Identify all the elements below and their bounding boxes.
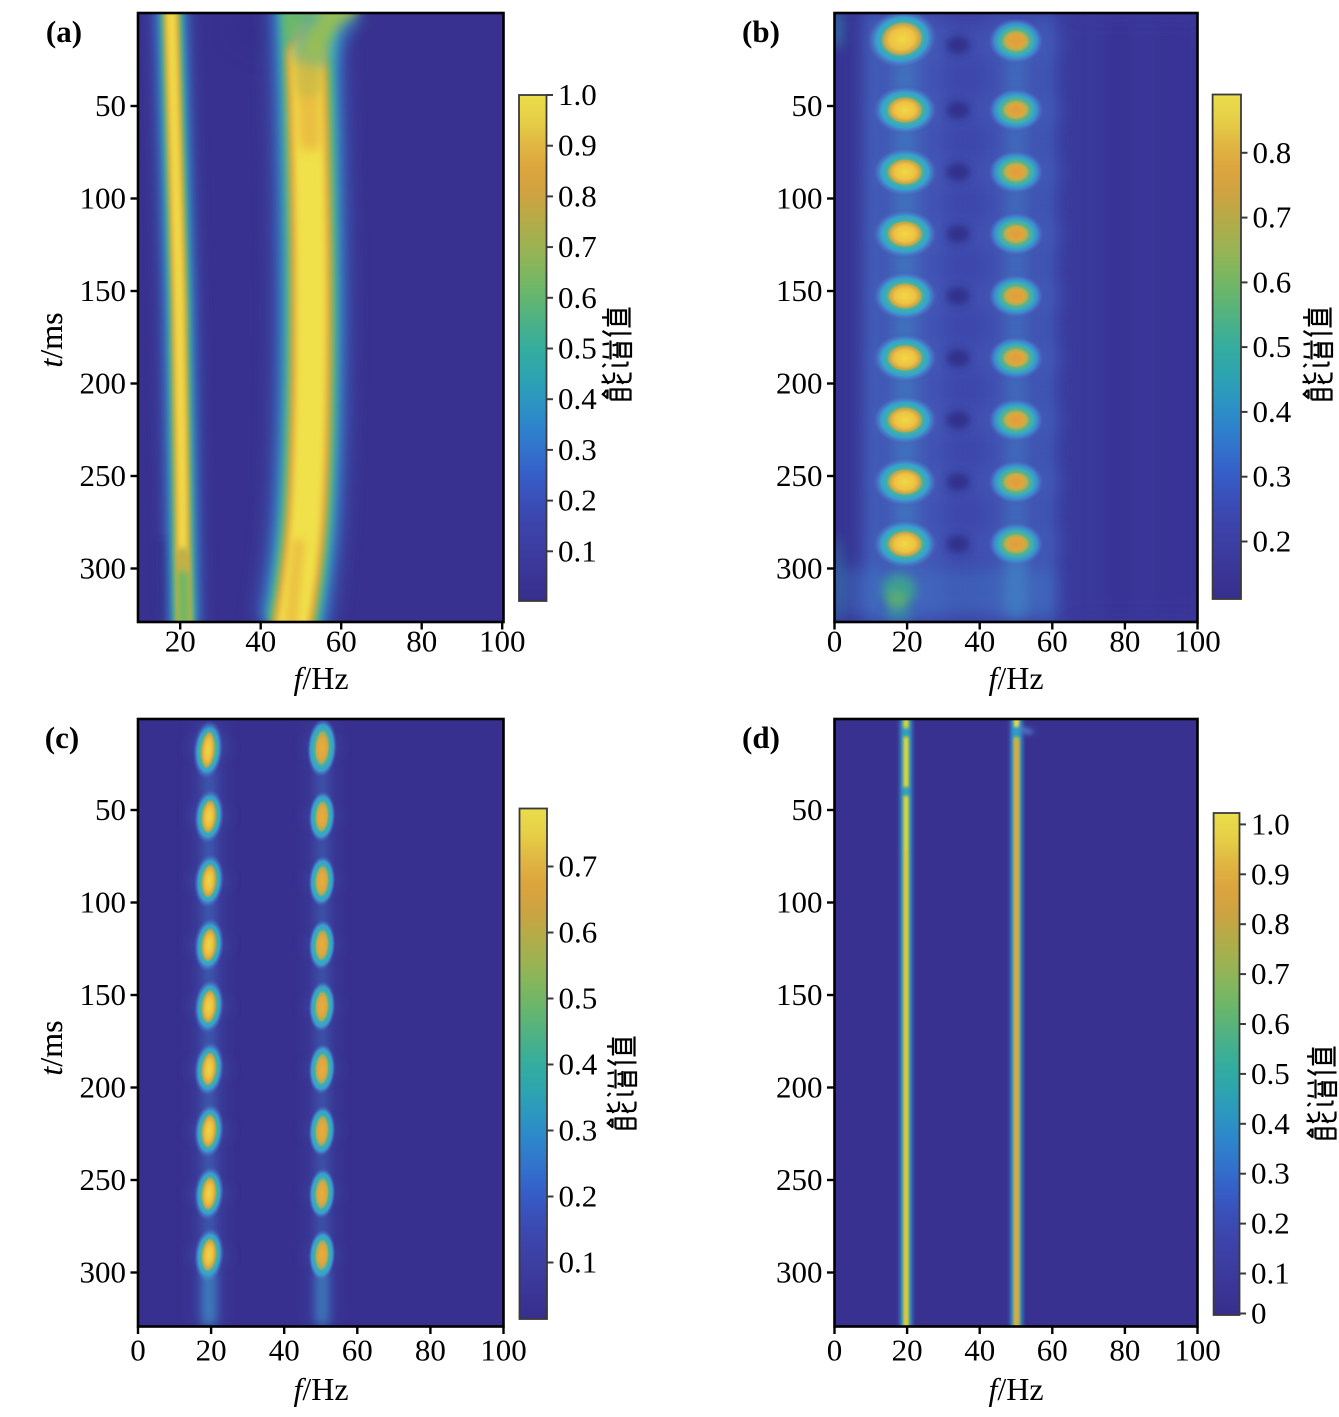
svg-text:0: 0 [130, 1333, 146, 1368]
svg-text:100: 100 [776, 885, 823, 920]
svg-text:0.7: 0.7 [1251, 956, 1290, 991]
svg-text:80: 80 [406, 624, 437, 659]
svg-text:0.2: 0.2 [559, 1179, 598, 1214]
svg-text:0.3: 0.3 [559, 1113, 598, 1148]
svg-text:t/ms: t/ms [33, 312, 69, 367]
svg-text:200: 200 [776, 366, 823, 401]
svg-text:40: 40 [964, 1333, 995, 1368]
svg-text:250: 250 [80, 458, 127, 493]
svg-text:0.4: 0.4 [1251, 1106, 1290, 1141]
svg-text:f/Hz: f/Hz [293, 660, 348, 696]
svg-text:0.2: 0.2 [558, 483, 597, 518]
svg-text:200: 200 [80, 1070, 127, 1105]
svg-text:0: 0 [827, 624, 843, 659]
svg-text:40: 40 [269, 1333, 300, 1368]
svg-text:0.7: 0.7 [1253, 200, 1292, 235]
svg-text:50: 50 [792, 792, 823, 827]
svg-text:(d): (d) [742, 720, 780, 755]
svg-text:0.6: 0.6 [1253, 264, 1292, 299]
svg-text:300: 300 [776, 551, 823, 586]
svg-text:100: 100 [1174, 624, 1221, 659]
svg-text:40: 40 [964, 624, 995, 659]
svg-text:300: 300 [776, 1255, 823, 1290]
svg-text:250: 250 [776, 458, 823, 493]
svg-text:50: 50 [792, 88, 823, 123]
svg-text:f/Hz: f/Hz [988, 1371, 1043, 1407]
svg-text:250: 250 [776, 1162, 823, 1197]
svg-text:50: 50 [95, 792, 126, 827]
svg-text:80: 80 [1109, 624, 1140, 659]
svg-text:0.2: 0.2 [1253, 524, 1292, 559]
svg-text:100: 100 [776, 181, 823, 216]
svg-text:80: 80 [1109, 1333, 1140, 1368]
svg-text:150: 150 [776, 977, 823, 1012]
svg-text:100: 100 [479, 624, 526, 659]
svg-text:(c): (c) [45, 720, 79, 755]
svg-text:0.3: 0.3 [1251, 1156, 1290, 1191]
svg-text:f/Hz: f/Hz [293, 1371, 348, 1407]
svg-text:0.8: 0.8 [1253, 135, 1292, 170]
svg-text:200: 200 [776, 1070, 823, 1105]
svg-text:t/ms: t/ms [33, 1020, 69, 1075]
svg-text:100: 100 [80, 181, 127, 216]
svg-text:1.0: 1.0 [1251, 806, 1290, 841]
svg-text:100: 100 [1174, 1333, 1221, 1368]
svg-text:0: 0 [827, 1333, 843, 1368]
svg-text:300: 300 [80, 551, 127, 586]
svg-text:0.6: 0.6 [559, 915, 598, 950]
svg-text:60: 60 [342, 1333, 373, 1368]
svg-text:0.3: 0.3 [558, 432, 597, 467]
svg-text:0.4: 0.4 [558, 381, 597, 416]
svg-text:80: 80 [415, 1333, 446, 1368]
svg-text:1.0: 1.0 [558, 77, 597, 112]
svg-text:20: 20 [892, 1333, 923, 1368]
svg-text:150: 150 [80, 273, 127, 308]
svg-text:0.7: 0.7 [559, 849, 598, 884]
svg-text:(a): (a) [46, 14, 82, 49]
svg-text:300: 300 [80, 1255, 127, 1290]
svg-text:0.5: 0.5 [558, 331, 597, 366]
svg-text:0.5: 0.5 [1251, 1056, 1290, 1091]
svg-text:0.9: 0.9 [558, 128, 597, 163]
svg-text:0.4: 0.4 [559, 1047, 598, 1082]
svg-text:60: 60 [326, 624, 357, 659]
svg-text:t/ms: t/ms [33, 312, 69, 367]
svg-text:150: 150 [80, 977, 127, 1012]
svg-text:(b): (b) [742, 14, 780, 49]
svg-text:20: 20 [892, 624, 923, 659]
svg-text:200: 200 [80, 366, 127, 401]
svg-text:0.3: 0.3 [1253, 459, 1292, 494]
svg-text:0.4: 0.4 [1253, 394, 1292, 429]
svg-text:60: 60 [1037, 1333, 1068, 1368]
svg-text:f/Hz: f/Hz [988, 660, 1043, 696]
svg-text:20: 20 [196, 1333, 227, 1368]
svg-text:0.8: 0.8 [558, 178, 597, 213]
svg-text:0: 0 [1251, 1296, 1267, 1331]
svg-text:0.5: 0.5 [559, 981, 598, 1016]
svg-text:0.6: 0.6 [1251, 1006, 1290, 1041]
svg-text:250: 250 [80, 1162, 127, 1197]
svg-text:0.6: 0.6 [558, 280, 597, 315]
svg-text:0.8: 0.8 [1251, 906, 1290, 941]
svg-text:20: 20 [165, 624, 196, 659]
svg-text:0.1: 0.1 [558, 533, 597, 568]
svg-text:40: 40 [245, 624, 276, 659]
svg-text:60: 60 [1037, 624, 1068, 659]
svg-text:50: 50 [95, 88, 126, 123]
svg-text:0.5: 0.5 [1253, 329, 1292, 364]
svg-text:0.7: 0.7 [558, 229, 597, 264]
svg-text:0.1: 0.1 [1251, 1256, 1290, 1291]
svg-text:100: 100 [480, 1333, 527, 1368]
svg-text:0.2: 0.2 [1251, 1206, 1290, 1241]
svg-text:0.1: 0.1 [559, 1245, 598, 1280]
svg-text:0.9: 0.9 [1251, 856, 1290, 891]
svg-text:100: 100 [80, 885, 127, 920]
svg-text:150: 150 [776, 273, 823, 308]
svg-text:t/ms: t/ms [33, 1020, 69, 1075]
